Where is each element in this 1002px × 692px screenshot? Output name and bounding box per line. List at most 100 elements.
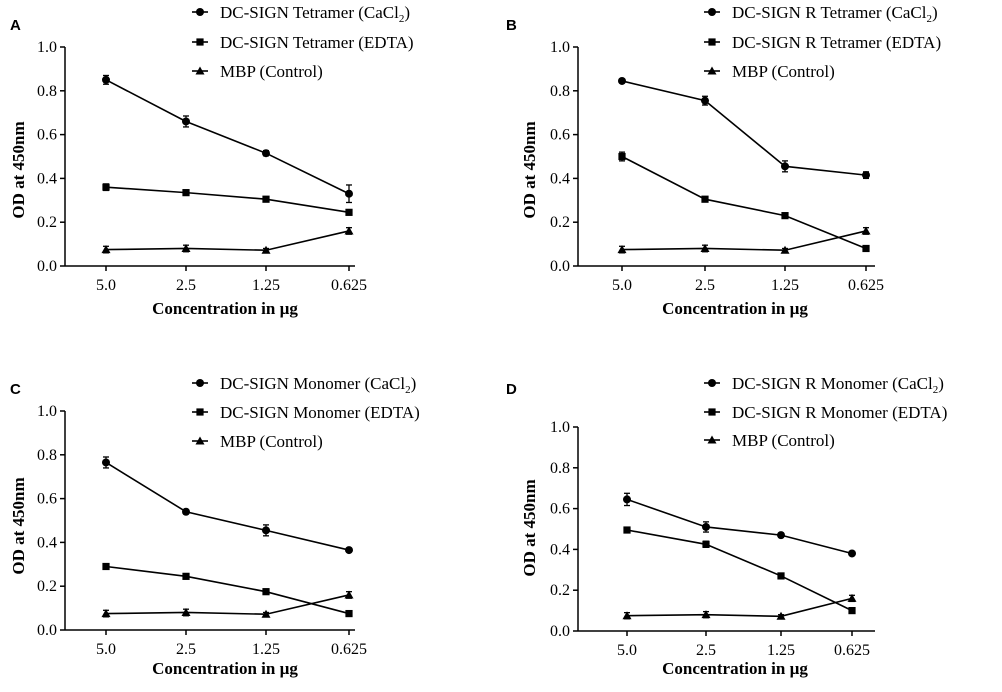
y-tick-label: 0.0 (550, 258, 570, 275)
data-point (861, 226, 871, 235)
legend-entry: DC-SIGN Tetramer (CaCl2) (192, 3, 410, 25)
series-triangle (622, 593, 857, 620)
x-tick-label: 2.5 (176, 641, 196, 658)
legend-subscript: 2 (933, 384, 939, 396)
legend-marker (196, 408, 204, 416)
data-point (101, 609, 111, 618)
series-line (621, 230, 867, 252)
legend-label: MBP (Control) (732, 62, 835, 81)
y-tick-label: 0.4 (550, 170, 570, 187)
legend-marker (707, 66, 717, 75)
y-tick-label: 0.6 (550, 501, 570, 518)
data-point (344, 226, 354, 235)
series-square (102, 183, 353, 216)
data-point (701, 96, 709, 105)
series-circle (102, 74, 353, 204)
y-axis-title: OD at 450nm (9, 121, 28, 218)
legend-marker (196, 38, 204, 46)
x-tick-label: 5.0 (617, 642, 637, 659)
legend-label: DC-SIGN Tetramer (EDTA) (220, 33, 414, 52)
y-tick-label: 0.6 (550, 127, 570, 144)
data-point (181, 243, 191, 252)
y-tick-label: 1.0 (550, 419, 570, 436)
data-point (345, 609, 353, 618)
data-point (847, 593, 857, 602)
legend-marker (196, 379, 204, 387)
data-point (780, 245, 790, 254)
y-tick-label: 1.0 (37, 39, 57, 56)
data-point (781, 212, 789, 220)
legend-label: DC-SIGN R Tetramer (EDTA) (732, 33, 941, 52)
y-tick-label: 0.2 (550, 214, 570, 231)
data-point (781, 162, 789, 171)
data-point (182, 117, 190, 126)
data-point (777, 531, 785, 540)
data-point (848, 549, 856, 558)
data-point (182, 572, 190, 580)
y-axis-title: OD at 450nm (520, 121, 539, 218)
legend-entry: DC-SIGN R Monomer (EDTA) (704, 403, 947, 422)
legend-entry: MBP (Control) (192, 432, 323, 451)
panel-letter: C (10, 381, 21, 398)
y-tick-label: 0.4 (37, 534, 57, 551)
data-point (345, 546, 353, 555)
y-tick-label: 0.8 (37, 447, 57, 464)
data-point (182, 507, 190, 516)
legend-label: DC-SIGN Monomer (CaCl2) (220, 374, 416, 396)
x-axis-title: Concentration in µg (662, 659, 808, 678)
series-circle (623, 492, 856, 558)
data-point (623, 495, 631, 504)
series-line (621, 155, 867, 250)
x-tick-label: 0.625 (331, 277, 367, 294)
x-axis-title: Concentration in µg (152, 299, 298, 318)
series-line (621, 80, 867, 176)
legend-entry: MBP (Control) (192, 62, 323, 81)
series-triangle (617, 226, 871, 254)
data-point (345, 208, 353, 216)
legend-label: DC-SIGN R Monomer (CaCl2) (732, 374, 944, 396)
panel-letter: D (506, 381, 517, 398)
data-point (261, 609, 271, 618)
data-point (102, 458, 110, 467)
legend-entry: MBP (Control) (704, 431, 835, 450)
legend-marker (195, 66, 205, 75)
y-tick-label: 0.2 (37, 214, 57, 231)
legend-entry: DC-SIGN R Monomer (CaCl2) (704, 374, 944, 396)
data-point (622, 611, 632, 620)
x-tick-label: 5.0 (96, 277, 116, 294)
data-point (261, 245, 271, 254)
y-tick-label: 0.4 (550, 541, 570, 558)
y-tick-label: 0.0 (37, 258, 57, 275)
legend-tail: ) (404, 3, 410, 22)
x-axis-title: Concentration in µg (152, 659, 298, 678)
panel-letter: A (10, 17, 21, 34)
data-point (102, 183, 110, 191)
series-line (105, 230, 350, 252)
series-square (618, 151, 870, 253)
legend-entry: MBP (Control) (704, 62, 835, 81)
legend-entry: DC-SIGN Monomer (CaCl2) (192, 374, 416, 396)
legend-marker (708, 408, 716, 416)
x-tick-label: 1.25 (252, 641, 280, 658)
x-tick-label: 2.5 (695, 277, 715, 294)
series-line (105, 186, 350, 214)
series-line (626, 597, 853, 618)
data-point (618, 152, 626, 161)
x-tick-label: 1.25 (771, 277, 799, 294)
series-line (105, 565, 350, 615)
x-tick-label: 0.625 (834, 642, 870, 659)
x-tick-label: 0.625 (848, 277, 884, 294)
legend-subscript: 2 (399, 13, 405, 25)
legend-marker (707, 435, 717, 444)
x-tick-label: 2.5 (696, 642, 716, 659)
data-point (862, 244, 870, 253)
x-axis-title: Concentration in µg (662, 299, 808, 318)
series-line (105, 461, 350, 551)
legend-label: MBP (Control) (732, 431, 835, 450)
legend-entry: DC-SIGN Monomer (EDTA) (192, 403, 420, 422)
series-square (623, 526, 856, 615)
data-point (848, 607, 856, 615)
x-tick-label: 5.0 (612, 277, 632, 294)
data-point (862, 171, 870, 180)
